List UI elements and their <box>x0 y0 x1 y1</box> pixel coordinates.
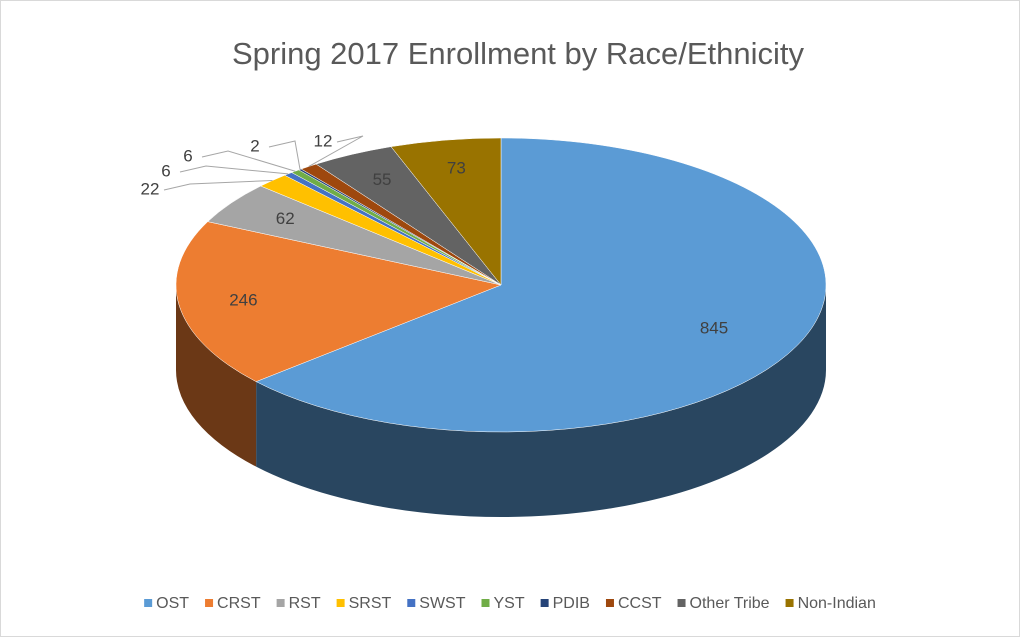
leader-line <box>308 135 364 167</box>
legend-label: Other Tribe <box>690 595 770 612</box>
chart-title: Spring 2017 Enrollment by Race/Ethnicity <box>232 36 805 71</box>
legend-label: PDIB <box>553 595 590 612</box>
legend-label: Non-Indian <box>798 595 876 612</box>
legend-swatch <box>144 599 153 607</box>
data-label: 73 <box>447 159 466 178</box>
leader-line <box>163 180 273 191</box>
legend-swatch <box>785 599 794 607</box>
data-label: 6 <box>183 146 192 165</box>
leader-line <box>268 140 301 170</box>
pie-slice <box>390 137 502 286</box>
legend-swatch <box>336 599 345 607</box>
data-label: 2 <box>250 136 259 155</box>
legend-swatch <box>481 599 490 607</box>
legend-label: CRST <box>217 595 261 612</box>
legend-swatch <box>605 599 614 607</box>
legend-swatch <box>276 599 285 607</box>
data-label: 246 <box>229 290 257 309</box>
pie-slice <box>255 137 827 433</box>
pie-slice <box>175 221 502 382</box>
legend-label: RST <box>289 595 321 612</box>
pie-side <box>256 285 826 517</box>
data-label: 55 <box>373 170 392 189</box>
legend-label: OST <box>156 595 189 612</box>
legend-label: CCST <box>618 595 662 612</box>
data-label: 12 <box>314 131 333 150</box>
legend-label: SWST <box>419 595 465 612</box>
data-label: 22 <box>141 179 160 198</box>
legend-swatch <box>205 599 214 607</box>
legend-swatch <box>677 599 686 607</box>
legend-label: SRST <box>349 595 392 612</box>
data-label: 6 <box>161 161 170 180</box>
legend-label: YST <box>494 595 525 612</box>
legend-swatch <box>407 599 416 607</box>
data-label: 62 <box>276 209 295 228</box>
data-label: 845 <box>700 318 728 337</box>
legend-swatch <box>540 599 549 607</box>
pie-side <box>176 285 257 467</box>
leader-line <box>179 165 289 175</box>
leader-line <box>201 150 296 172</box>
